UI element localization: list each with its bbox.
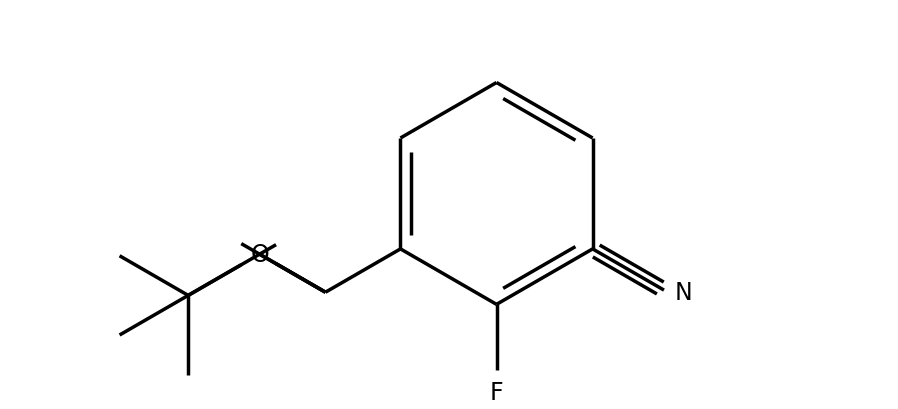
Text: O: O <box>251 243 269 267</box>
Text: N: N <box>674 281 692 304</box>
Text: F: F <box>489 380 504 405</box>
